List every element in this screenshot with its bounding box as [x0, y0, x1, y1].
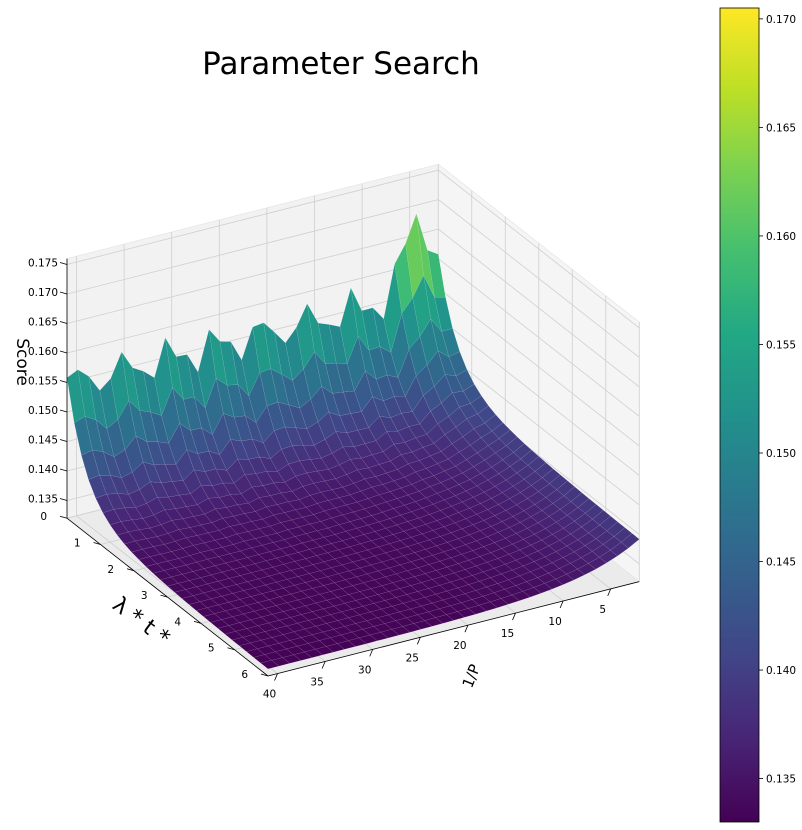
x-tick-label: 30	[358, 664, 371, 676]
z-tick-mark	[59, 350, 68, 354]
grid-line-side-z	[438, 287, 640, 447]
z-tick-mark	[59, 468, 68, 472]
z-tick-mark	[59, 321, 68, 324]
z-tick-mark	[59, 439, 68, 442]
z-tick-label: 0.155	[28, 376, 58, 388]
y-tick-label: 0	[40, 511, 47, 523]
x-tick-mark	[321, 661, 326, 669]
y-tick-label: 5	[208, 643, 215, 655]
colorbar-tick-label: 0.145	[766, 557, 796, 569]
surface-patch	[260, 660, 280, 670]
surface-mesh	[66, 213, 640, 670]
grid-line-side-z	[438, 169, 640, 329]
grid-line-back-z	[66, 228, 439, 324]
colorbar-tick-label: 0.140	[766, 665, 796, 677]
x-tick-label: 5	[599, 604, 606, 616]
z-tick-label: 0.150	[28, 405, 58, 417]
grid-line-side-z	[438, 258, 640, 417]
chart-title: Parameter Search	[202, 46, 480, 82]
z-tick-label: 0.145	[28, 435, 58, 447]
x-tick-mark	[369, 649, 374, 657]
x-axis-label: 1/P	[459, 662, 485, 691]
y-tick-label: 2	[107, 564, 114, 576]
z-tick-mark	[59, 380, 68, 383]
colorbar-tick-label: 0.160	[766, 231, 796, 243]
x-tick-label: 35	[310, 676, 323, 688]
grid-line-back-z	[66, 258, 439, 354]
x-tick-mark	[607, 588, 612, 597]
z-tick-mark	[59, 291, 68, 295]
y-tick-mark	[227, 647, 235, 651]
x-tick-mark	[416, 637, 421, 645]
colorbar-tick-label: 0.165	[766, 122, 796, 134]
x-tick-label: 25	[406, 652, 419, 664]
y-tick-mark	[260, 673, 269, 677]
y-tick-mark	[126, 568, 135, 572]
y-tick-label: 3	[141, 590, 148, 602]
z-tick-label: 0.160	[28, 346, 58, 358]
x-tick-mark	[512, 612, 516, 621]
grid-line-side-z	[438, 199, 640, 358]
grid-line-back-z	[66, 199, 439, 295]
x-tick-label: 40	[263, 689, 276, 701]
z-tick-label: 0.170	[28, 287, 58, 299]
axis-ticks: 5 10 15 20 25 30 35 40 0 1 2 3 4 5 6 0.135 0.140 0.145 0.1…	[28, 258, 612, 701]
colorbar-tick-label: 0.155	[766, 339, 796, 351]
x-tick-mark	[464, 625, 469, 633]
z-tick-label: 0.165	[28, 317, 58, 329]
grid-line-back-z	[66, 169, 439, 265]
x-tick-mark	[559, 600, 564, 609]
x-axis-line	[267, 581, 640, 677]
z-tick-label: 0.175	[28, 258, 58, 270]
z-tick-mark	[59, 262, 68, 265]
y-tick-label: 1	[74, 538, 81, 550]
x-tick-mark	[274, 673, 278, 681]
y-tick-label: 6	[241, 669, 248, 681]
colorbar-tick-label: 0.170	[766, 14, 796, 26]
y-tick-mark	[193, 621, 202, 624]
y-tick-mark	[160, 594, 168, 598]
x-tick-label: 20	[453, 640, 466, 652]
x-tick-label: 10	[548, 616, 561, 628]
colorbar: 0.135 0.140 0.145 0.150 0.155 0.160 0.165 0.170	[719, 7, 796, 823]
z-tick-label: 0.140	[28, 464, 58, 476]
x-tick-label: 15	[501, 628, 514, 640]
colorbar-tick-label: 0.135	[766, 774, 796, 786]
y-tick-mark	[59, 515, 68, 519]
grid-line-side-z	[438, 228, 640, 388]
y-tick-label: 4	[174, 616, 181, 628]
z-tick-mark	[59, 409, 68, 413]
colorbar-tick-label: 0.150	[766, 448, 796, 460]
z-axis-label: Score	[12, 338, 32, 386]
z-tick-label: 0.135	[28, 494, 58, 506]
y-tick-mark	[93, 542, 101, 545]
z-tick-mark	[59, 498, 68, 501]
grid-line-side-z	[438, 346, 640, 506]
grid-line-side-z	[438, 317, 640, 476]
colorbar-bar	[719, 7, 760, 823]
